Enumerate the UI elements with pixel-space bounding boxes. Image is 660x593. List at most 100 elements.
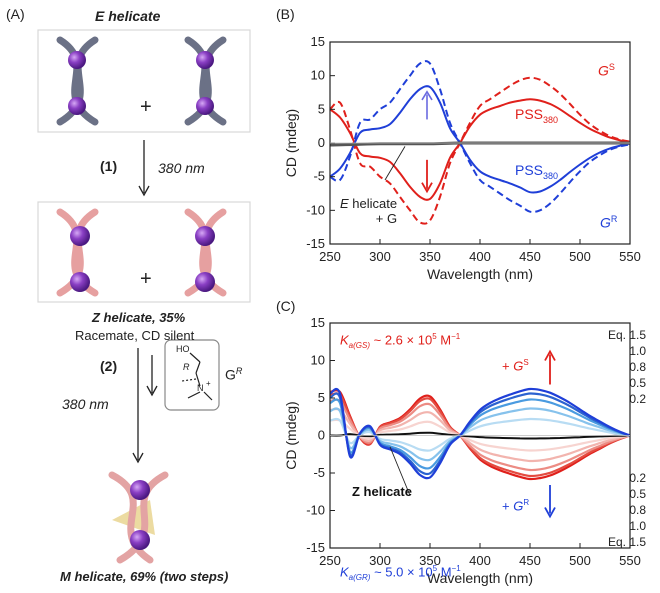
x-tick-label: 550	[619, 249, 641, 264]
guest-structure-box	[164, 339, 220, 411]
plus-sign: +	[140, 268, 152, 290]
sphere-icon	[196, 51, 214, 69]
sphere-icon	[68, 97, 86, 115]
sphere-icon	[195, 226, 215, 246]
series-line	[329, 431, 631, 440]
step1-number: (1)	[100, 158, 118, 174]
series-line	[329, 387, 631, 480]
eq-label: 1.0	[629, 344, 646, 358]
y-tick-label: 0	[318, 135, 325, 150]
z-helicate-sub: Racemate, CD silent	[75, 328, 195, 343]
y-tick-label: -10	[306, 503, 325, 518]
eq-label: 0.8	[629, 503, 646, 517]
sphere-icon	[196, 97, 214, 115]
eq-label: 0.2	[629, 471, 646, 485]
x-tick-label: 250	[319, 553, 341, 568]
x-tick-label: 250	[319, 249, 341, 264]
series-line	[329, 76, 631, 225]
series-line	[329, 60, 631, 214]
step2-number: (2)	[100, 358, 118, 374]
y-tick-label: -15	[306, 236, 325, 251]
y-tick-label: 10	[311, 68, 325, 83]
arrow-down-icon	[544, 507, 556, 519]
chart-b-xlabel: Wavelength (nm)	[427, 266, 533, 282]
plus-sign: +	[140, 96, 152, 118]
series-line	[329, 85, 631, 194]
annotation-plus-gr: + GR	[502, 498, 530, 514]
annotation-pss-red: PSS380	[515, 106, 559, 125]
annotation-ka-gr: Ka(GR) ~ 5.0 × 105 M−1	[340, 564, 461, 582]
pointer-line	[389, 446, 411, 496]
series-line	[329, 407, 631, 462]
series-line	[329, 407, 631, 463]
arrow-down-icon	[421, 182, 433, 194]
eq-label: 0.8	[629, 360, 646, 374]
sphere-icon	[195, 272, 215, 292]
panel-c-label: (C)	[276, 298, 296, 314]
panel-b-label: (B)	[276, 6, 295, 22]
m-helicate-caption: M helicate, 69% (two steps)	[60, 569, 229, 584]
y-tick-label: -10	[306, 202, 325, 217]
x-tick-label: 500	[569, 249, 591, 264]
eq-label: Eq. 1.5	[607, 328, 646, 342]
guest-structure	[181, 352, 213, 401]
y-tick-label: 10	[311, 353, 325, 368]
eq-label: 1.0	[629, 519, 646, 533]
m-helicate	[108, 471, 169, 564]
eq-label: 0.5	[629, 487, 646, 501]
guest-n: N	[197, 383, 204, 393]
y-tick-label: -5	[313, 169, 325, 184]
step2-wavelength: 380 nm	[62, 396, 109, 412]
panel-a-label: (A)	[6, 6, 25, 22]
x-tick-label: 400	[469, 553, 491, 568]
series-line	[329, 398, 631, 472]
series-line	[329, 98, 631, 201]
eq-list-top: Eq. 1.5 1.0 0.8 0.5 0.2	[596, 327, 646, 407]
e-helicate-title: E helicate	[95, 8, 161, 24]
series-line	[329, 418, 631, 452]
x-tick-label: 300	[369, 553, 391, 568]
x-tick-label: 550	[619, 553, 641, 568]
sphere-icon	[68, 51, 86, 69]
annotation-e-helicate: E helicate + G	[340, 196, 398, 226]
z-helicate-caption: Z helicate, 35%	[92, 310, 186, 325]
y-tick-label: 0	[318, 428, 325, 443]
eq-label: Eq. 1.5	[607, 535, 646, 549]
chart-b-ylabel: CD (mdeg)	[283, 109, 299, 177]
annotation-ka-gs: Ka(GS) ~ 2.6 × 105 M−1	[340, 332, 461, 350]
sphere-icon	[70, 272, 90, 292]
x-tick-label: 450	[519, 249, 541, 264]
x-tick-label: 300	[369, 249, 391, 264]
panel-a-scheme	[37, 29, 251, 564]
y-tick-label: 5	[318, 101, 325, 116]
step1-wavelength: 380 nm	[158, 160, 205, 176]
chart-c-xlabel: Wavelength (nm)	[427, 570, 533, 586]
series-line	[329, 417, 631, 452]
arrow-up-icon	[421, 90, 433, 101]
sphere-icon	[70, 226, 90, 246]
y-tick-label: -15	[306, 540, 325, 555]
annotation-pss-blue: PSS380	[515, 162, 559, 181]
annotation-plus-gs: + GS	[502, 358, 529, 374]
annotation-gs: GS	[598, 62, 615, 79]
eq-label: 0.5	[629, 376, 646, 390]
x-tick-label: 400	[469, 249, 491, 264]
eq-label: 0.2	[629, 392, 646, 406]
eq-list-bottom: 0.2 0.5 0.8 1.0 Eq. 1.5	[596, 470, 646, 550]
guest-plus: +	[206, 379, 211, 388]
arrow-up-icon	[544, 349, 556, 361]
x-tick-label: 350	[419, 249, 441, 264]
y-tick-label: 15	[311, 34, 325, 49]
guest-r: R	[183, 362, 190, 372]
annotation-gr: GR	[600, 214, 618, 231]
guest-label: GR	[225, 366, 243, 383]
y-tick-label: 5	[318, 390, 325, 405]
y-tick-label: 15	[311, 315, 325, 330]
guest-ho: HO	[176, 344, 190, 354]
x-tick-label: 500	[569, 553, 591, 568]
x-tick-label: 350	[419, 553, 441, 568]
y-tick-label: -5	[313, 465, 325, 480]
sphere-icon	[130, 530, 150, 550]
